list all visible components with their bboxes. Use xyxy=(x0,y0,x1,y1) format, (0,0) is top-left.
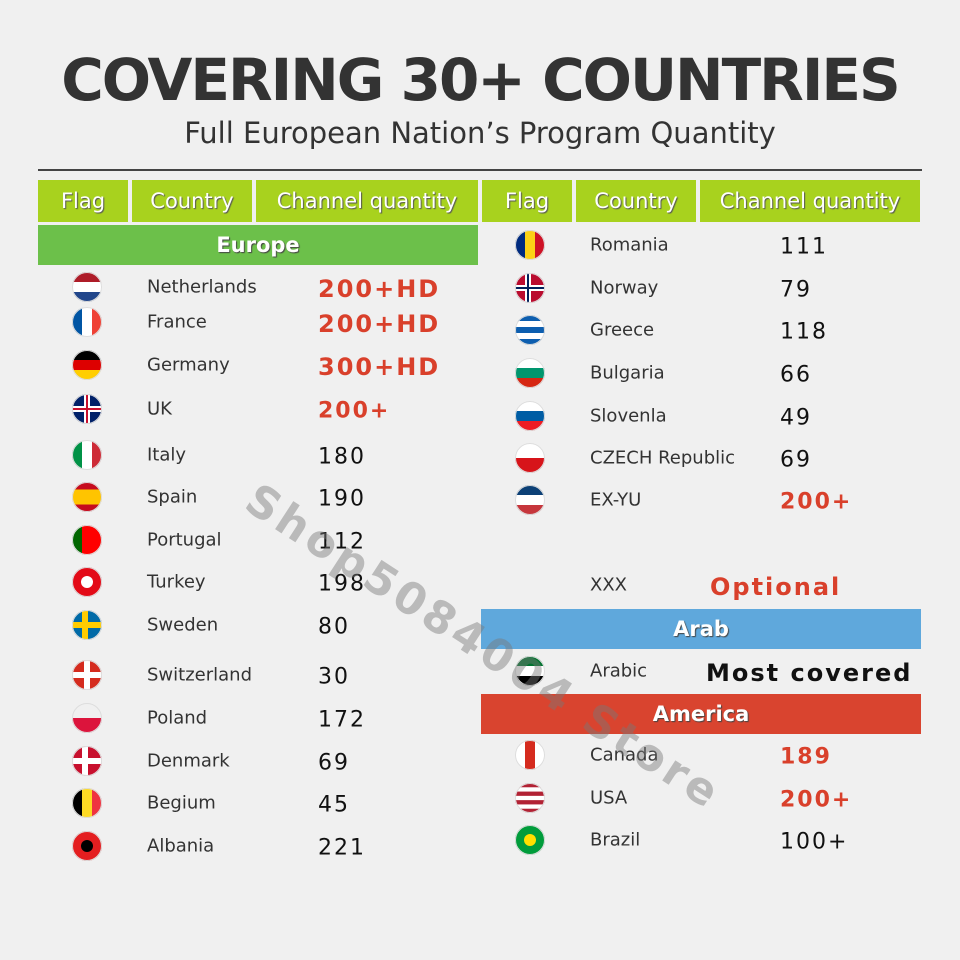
country-name: UK xyxy=(147,398,172,420)
column-header: Channel quantity xyxy=(256,180,478,222)
section-header: Europe xyxy=(38,225,478,265)
country-name: XXX xyxy=(590,574,627,596)
flag-icon xyxy=(515,656,545,686)
flag-icon xyxy=(72,272,102,302)
country-name: Italy xyxy=(147,444,187,466)
flag-icon xyxy=(515,783,545,813)
country-name: Arabic xyxy=(590,660,648,682)
country-name: USA xyxy=(590,787,628,809)
country-name: Germany xyxy=(147,354,230,376)
channel-quantity: 200+HD xyxy=(318,275,441,303)
channel-quantity: 180 xyxy=(318,444,366,470)
flag-icon xyxy=(515,825,545,855)
country-name: Greece xyxy=(590,319,655,341)
flag-icon xyxy=(72,350,102,380)
country-name: Canada xyxy=(590,744,659,766)
channel-quantity: 189 xyxy=(780,744,832,770)
channel-quantity: 172 xyxy=(318,707,366,733)
country-name: Portugal xyxy=(147,529,222,551)
flag-icon xyxy=(515,740,545,770)
country-name: Netherlands xyxy=(147,276,257,298)
country-name: EX-YU xyxy=(590,489,642,511)
column-header: Country xyxy=(576,180,696,222)
flag-icon xyxy=(72,440,102,470)
flag-icon xyxy=(72,525,102,555)
flag-icon xyxy=(72,567,102,597)
country-name: France xyxy=(147,311,207,333)
country-name: CZECH Republic xyxy=(590,447,736,469)
subtitle: Full European Nation’s Program Quantity xyxy=(184,116,776,150)
column-header: Flag xyxy=(38,180,128,222)
column-header: Country xyxy=(132,180,252,222)
flag-icon xyxy=(72,394,102,424)
channel-quantity: 111 xyxy=(780,234,828,260)
channel-quantity: 198 xyxy=(318,571,366,597)
flag-icon xyxy=(72,307,102,337)
title: COVERING 30+ COUNTRIES xyxy=(61,46,901,114)
channel-quantity: 112 xyxy=(318,529,366,555)
channel-quantity: 45 xyxy=(318,792,350,818)
flag-icon xyxy=(515,401,545,431)
channel-quantity: 118 xyxy=(780,319,828,345)
country-name: Spain xyxy=(147,486,198,508)
column-header: Channel quantity xyxy=(700,180,920,222)
country-name: Begium xyxy=(147,792,216,814)
channel-quantity: 30 xyxy=(318,664,350,690)
flag-icon xyxy=(515,358,545,388)
channel-quantity: 200+ xyxy=(780,489,853,515)
flag-icon xyxy=(72,831,102,861)
flag-icon xyxy=(515,273,545,303)
section-header: America xyxy=(481,694,921,734)
channel-quantity: 79 xyxy=(780,277,812,303)
flag-icon xyxy=(72,482,102,512)
flag-icon xyxy=(72,703,102,733)
country-name: Poland xyxy=(147,707,208,729)
section-header: Arab xyxy=(481,609,921,649)
channel-quantity: 300+HD xyxy=(318,353,441,381)
channel-quantity: 49 xyxy=(780,405,812,431)
flag-icon xyxy=(515,443,545,473)
channel-quantity: 200+HD xyxy=(318,310,441,338)
flag-icon xyxy=(72,788,102,818)
flag-icon xyxy=(72,610,102,640)
divider xyxy=(38,169,922,171)
country-name: Brazil xyxy=(590,829,641,851)
channel-quantity: 200+ xyxy=(780,787,853,813)
channel-quantity: 221 xyxy=(318,835,366,861)
channel-quantity: Most covered xyxy=(706,659,913,687)
flag-icon xyxy=(515,485,545,515)
country-name: Norway xyxy=(590,277,659,299)
country-name: Romania xyxy=(590,234,669,256)
column-header: Flag xyxy=(482,180,572,222)
channel-quantity: 69 xyxy=(318,750,350,776)
country-name: Sweden xyxy=(147,614,219,636)
channel-quantity: 200+ xyxy=(318,398,391,424)
channel-quantity: 69 xyxy=(780,447,812,473)
channel-quantity: 80 xyxy=(318,614,350,640)
country-name: Denmark xyxy=(147,750,230,772)
country-name: Bulgaria xyxy=(590,362,665,384)
channel-quantity: 66 xyxy=(780,362,812,388)
flag-icon xyxy=(515,315,545,345)
flag-icon xyxy=(72,746,102,776)
channel-quantity: 100+ xyxy=(780,829,849,855)
flag-icon xyxy=(72,660,102,690)
flag-icon xyxy=(515,230,545,260)
country-name: Turkey xyxy=(147,571,206,593)
channel-quantity: 190 xyxy=(318,486,366,512)
country-name: Switzerland xyxy=(147,664,252,686)
country-name: Slovenla xyxy=(590,405,667,427)
channel-quantity: Optional xyxy=(710,573,842,601)
country-name: Albania xyxy=(147,835,215,857)
